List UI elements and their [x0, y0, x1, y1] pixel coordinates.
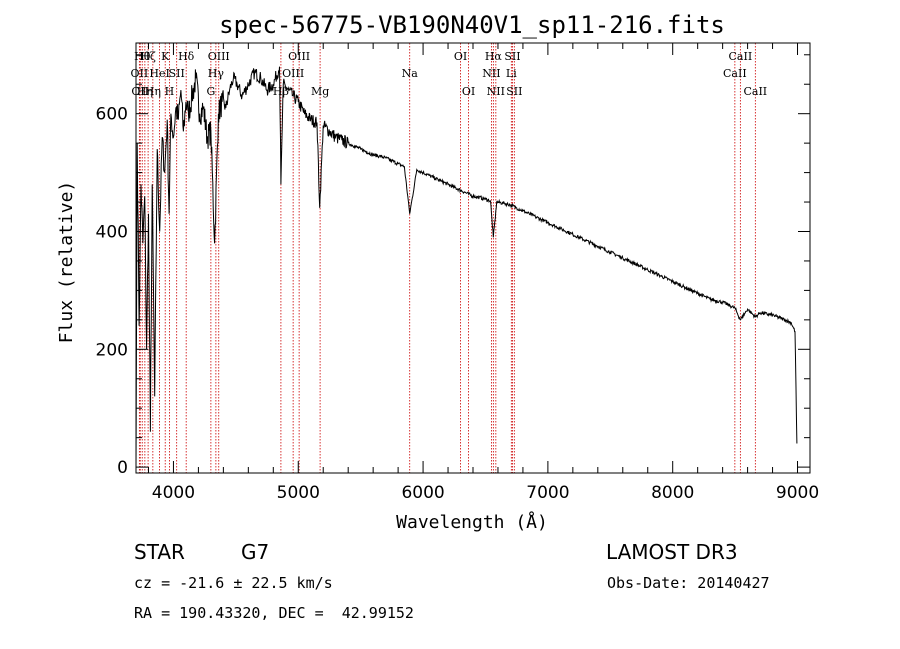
object-class: STAR: [134, 540, 185, 564]
line-marker-label: OIII: [288, 50, 310, 63]
x-axis-label: Wavelength (Å): [396, 511, 548, 533]
line-marker-labels: OIIOIIHθHηHζHηHeIKHSIIHδGHγOIIIHβOIIIOII…: [131, 50, 768, 98]
line-marker-label: Mg: [311, 85, 329, 98]
flux-line: [135, 66, 798, 471]
line-marker-label: Hζ: [140, 50, 156, 63]
chart-title: spec-56775-VB190N40V1_sp11-216.fits: [219, 11, 725, 39]
line-marker-label: NII: [487, 85, 505, 98]
x-tick-label: 5000: [277, 483, 320, 503]
redshift-velocity: cz = -21.6 ± 22.5 km/s: [134, 574, 333, 592]
line-marker-label: SII: [506, 85, 522, 98]
line-marker-label: CaII: [723, 67, 747, 80]
line-marker-label: SII: [169, 67, 185, 80]
line-marker-label: Hδ: [178, 50, 195, 63]
line-marker-label: Hα: [485, 50, 503, 63]
line-marker-label: OII: [131, 67, 149, 80]
x-tick-label: 4000: [152, 483, 195, 503]
y-tick-label: 600: [96, 105, 128, 125]
object-subclass: G7: [241, 540, 270, 564]
line-marker-label: Hθ: [134, 50, 151, 63]
x-tick-label: 6000: [401, 483, 444, 503]
y-tick-label: 400: [96, 222, 128, 242]
y-tick-label: 0: [117, 458, 128, 478]
line-marker-label: H: [165, 85, 175, 98]
line-marker-label: Hβ: [273, 85, 289, 98]
survey-name: LAMOST DR3: [606, 540, 738, 564]
plot-frame: [135, 42, 811, 474]
y-axis-label: Flux (relative): [56, 181, 77, 344]
coordinates: RA = 190.43320, DEC = 42.99152: [134, 604, 414, 622]
line-marker-label: Hγ: [208, 67, 225, 80]
line-marker-label: Hη: [137, 85, 153, 98]
x-tick-label: 9000: [776, 483, 819, 503]
line-marker-label: OI: [462, 85, 475, 98]
spectrum-chart: spec-56775-VB190N40V1_sp11-216.fits OII O…: [56, 11, 819, 533]
line-marker-label: HeI: [149, 67, 169, 80]
line-marker-label: OIII: [208, 50, 230, 63]
y-tick-label: 200: [96, 340, 128, 360]
flux-series: [135, 66, 798, 471]
line-marker-label: Hη: [145, 85, 161, 98]
line-marker-label: K: [161, 50, 170, 63]
observation-date: Obs-Date: 20140427: [607, 574, 770, 592]
line-marker-label: SII: [504, 50, 520, 63]
line-marker-label: Li: [506, 67, 517, 80]
line-marker-label: G: [206, 85, 215, 98]
line-marker-label: OI: [454, 50, 467, 63]
line-marker-label: CaII: [729, 50, 753, 63]
line-marker-label: CaII: [743, 85, 767, 98]
axis-ticks: 4000 5000 6000 7000 8000 9000 0 200 400 600: [96, 43, 819, 503]
x-tick-label: 8000: [651, 483, 694, 503]
line-marker-label: OIII: [282, 67, 304, 80]
line-marker-label: NII: [482, 67, 500, 80]
line-markers: [138, 43, 756, 473]
line-marker-label: Na: [402, 67, 419, 80]
x-tick-label: 7000: [526, 483, 569, 503]
